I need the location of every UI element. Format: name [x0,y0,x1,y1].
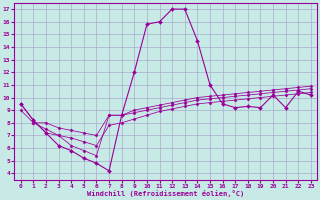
X-axis label: Windchill (Refroidissement éolien,°C): Windchill (Refroidissement éolien,°C) [87,190,244,197]
